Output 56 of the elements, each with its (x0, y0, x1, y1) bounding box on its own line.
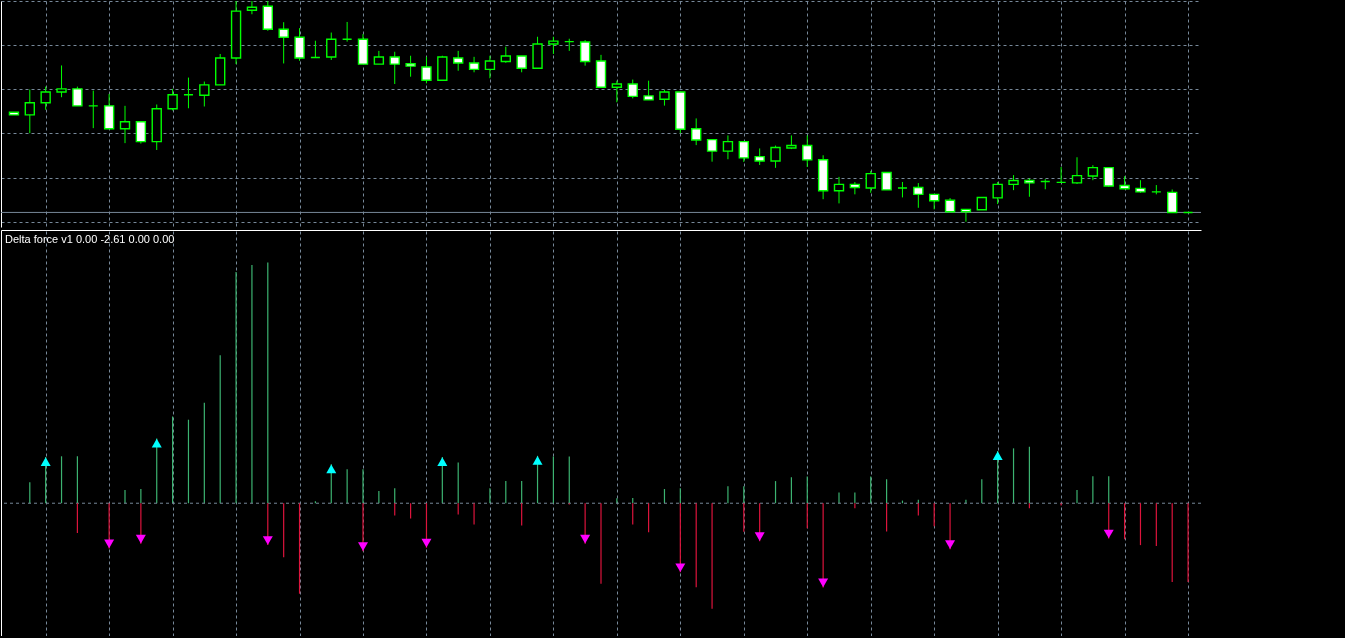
candlestick (738, 140, 749, 163)
candlestick (1103, 166, 1114, 188)
candlestick (643, 80, 654, 101)
point (992, 451, 1003, 460)
point (437, 457, 448, 466)
point (1103, 529, 1114, 539)
candlestick (484, 55, 496, 79)
point (326, 464, 337, 474)
candlestick (262, 0, 273, 32)
candlestick (24, 89, 35, 134)
candlestick (103, 93, 115, 130)
candlestick (611, 80, 623, 103)
candlestick (72, 86, 83, 107)
candlestick (1024, 177, 1035, 198)
candlestick (56, 64, 67, 98)
candlestick (278, 21, 289, 64)
candlestick (833, 176, 845, 204)
point (262, 536, 273, 545)
candlestick (294, 27, 305, 62)
candlestick (437, 55, 448, 81)
candlestick (992, 181, 1003, 205)
point (135, 534, 146, 544)
point (40, 457, 51, 466)
candlestick (167, 88, 178, 111)
candlestick (865, 170, 876, 194)
candlestick (691, 117, 702, 146)
point (675, 563, 686, 573)
candlestick (627, 79, 638, 99)
candlestick (913, 182, 924, 209)
point (151, 438, 162, 448)
candlestick (579, 39, 591, 67)
candlestick (468, 56, 480, 73)
candlestick (119, 105, 131, 144)
candlestick (135, 121, 147, 145)
candlestick (453, 50, 464, 72)
candlestick (326, 32, 337, 61)
candlestick (405, 55, 416, 78)
point (945, 540, 956, 549)
candlestick (421, 56, 432, 84)
chart-title: Delta force v1 0.00 -2.61 0.00 0.00 (5, 233, 175, 245)
candlestick (1071, 156, 1083, 185)
candlestick (389, 51, 400, 85)
candlestick (706, 138, 718, 163)
candlestick (1167, 188, 1178, 214)
candlestick (802, 134, 813, 168)
point (104, 539, 115, 549)
point (421, 538, 432, 548)
point (754, 532, 765, 542)
candlestick (722, 134, 734, 160)
point (580, 534, 591, 544)
candlestick (40, 86, 51, 111)
point (358, 542, 368, 551)
candlestick (770, 145, 781, 169)
point (818, 578, 829, 588)
point (532, 456, 543, 465)
candlestick (199, 81, 210, 107)
